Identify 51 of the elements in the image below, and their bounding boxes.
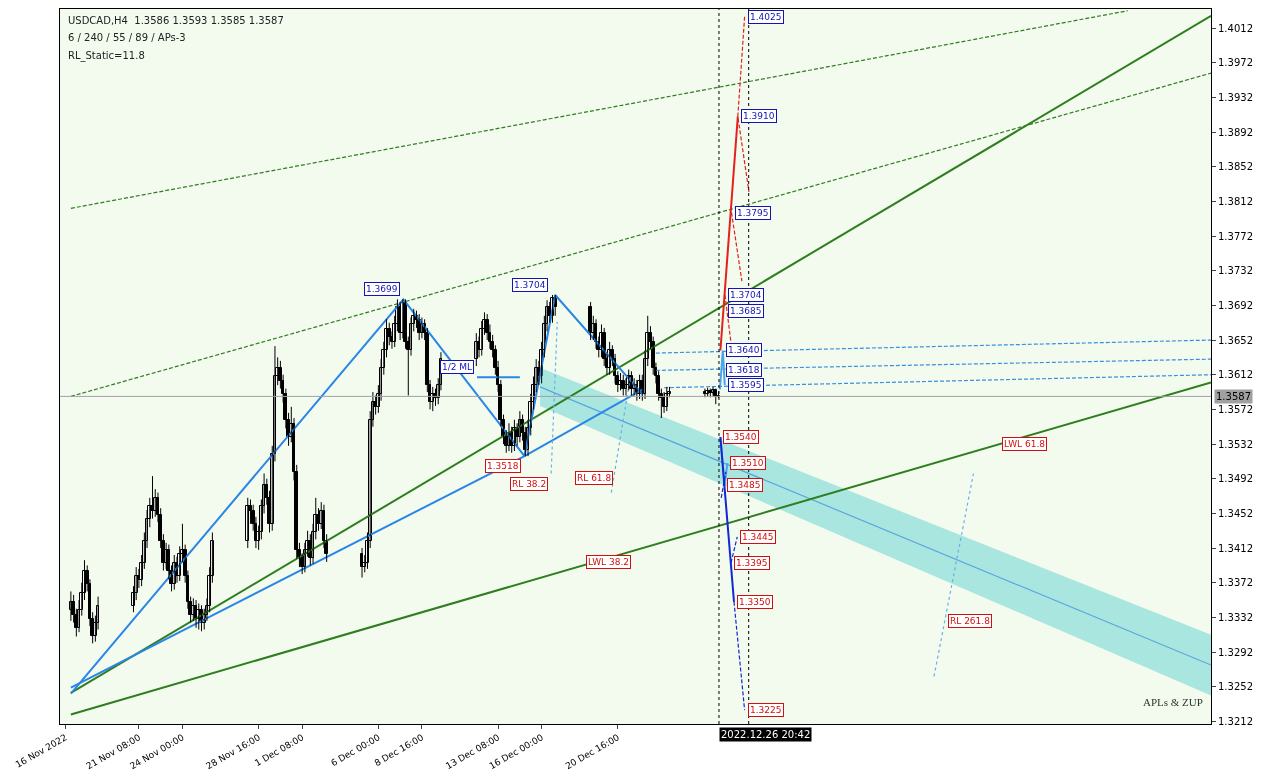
y-tick-label: 1.3212 — [1218, 715, 1253, 727]
annotation: 1.3704 — [730, 290, 762, 300]
annotation: 1.3510 — [732, 458, 764, 468]
annotation: RL 61.8 — [577, 473, 612, 483]
y-tick-label: 1.3732 — [1218, 265, 1253, 277]
annotation: RL 38.2 — [512, 479, 547, 489]
y-tick-label: 1.3492 — [1218, 473, 1253, 485]
annotation: 6 / 240 / 55 / 89 / APs-3 — [68, 32, 186, 43]
annotation: 1.3618 — [728, 365, 760, 375]
y-tick-label: 1.3772 — [1218, 230, 1253, 242]
y-tick-label: 1.3452 — [1218, 507, 1253, 519]
annotation: 1.3540 — [725, 432, 757, 442]
y-tick-label: 1.3412 — [1218, 542, 1253, 554]
annotation: 1/2 ML — [442, 362, 473, 372]
annotation: 1.3485 — [729, 480, 761, 490]
annotation: 1.3704 — [514, 280, 546, 290]
annotation: 1.3518 — [487, 461, 519, 471]
annotation: LWL 61.8 — [1004, 439, 1046, 449]
annotation: 1.3640 — [728, 345, 760, 355]
annotation: 1.3595 — [730, 380, 762, 390]
annotation: 1.4025 — [750, 12, 782, 22]
ref-line-label: 2022.12.26 20:42 — [721, 729, 811, 740]
annotation: 1.3910 — [743, 111, 775, 121]
y-tick-label: 1.3892 — [1218, 126, 1253, 138]
y-tick-label: 1.3292 — [1218, 646, 1253, 658]
y-tick-label: 1.3972 — [1218, 57, 1253, 69]
y-tick-label: 1.3372 — [1218, 577, 1253, 589]
y-tick-label: 1.3852 — [1218, 161, 1253, 173]
annotation: USDCAD,H4 1.3586 1.3593 1.3585 1.3587 — [68, 15, 284, 26]
annotation: 1.3445 — [742, 532, 774, 542]
annotation: RL_Static=11.8 — [68, 50, 145, 62]
y-tick-label: 1.3692 — [1218, 299, 1253, 311]
annotation: 1.3795 — [737, 208, 769, 218]
y-tick-label: 1.3652 — [1218, 334, 1253, 346]
y-tick-label: 1.3572 — [1218, 403, 1253, 415]
annotation: LWL 38.2 — [588, 557, 630, 567]
y-tick-label: 1.3812 — [1218, 195, 1253, 207]
annotation: 1.3350 — [739, 597, 771, 607]
y-tick-label: 1.3332 — [1218, 611, 1253, 623]
y-tick-label: 1.3612 — [1218, 369, 1253, 381]
y-tick-label: 1.3252 — [1218, 681, 1253, 693]
y-tick-label: 1.3532 — [1218, 438, 1253, 450]
ref-line-label: 1.3587 — [1216, 391, 1251, 402]
y-tick-label: 1.3932 — [1218, 91, 1253, 103]
annotation: RL 261.8 — [950, 616, 991, 626]
annotation: 1.3685 — [730, 306, 762, 316]
annotation: 1.3225 — [750, 705, 782, 715]
annotation: 1.3395 — [736, 558, 768, 568]
annotation: APLs & ZUP — [1143, 696, 1203, 708]
annotation: 1.3699 — [366, 284, 398, 294]
y-tick-label: 1.4012 — [1218, 22, 1253, 34]
